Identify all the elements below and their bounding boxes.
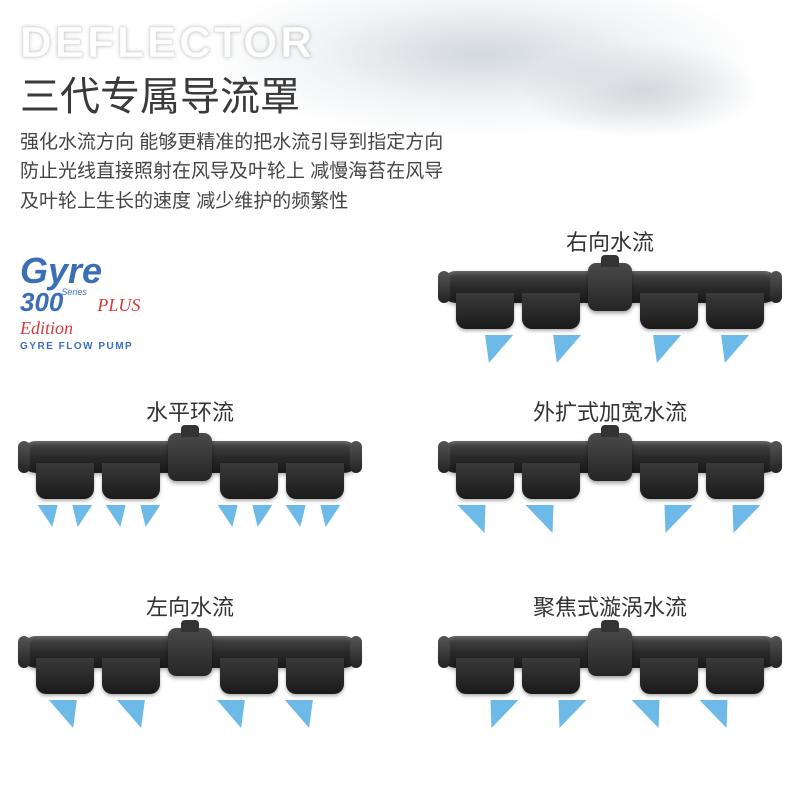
flow-arrow-icon: [543, 335, 581, 363]
title-english: DEFLECTOR: [20, 18, 780, 68]
flow-arrow-icon: [248, 505, 273, 527]
flow-arrow-icon: [316, 505, 341, 527]
pump-device: [20, 628, 360, 696]
flow-arrows: [20, 505, 360, 545]
flow-arrow-icon: [699, 700, 740, 728]
flow-arrow-icon: [475, 335, 513, 363]
deflector: [640, 293, 698, 329]
flow-arrow-icon: [525, 505, 566, 533]
deflector: [220, 658, 278, 694]
flow-arrow-icon: [631, 700, 672, 728]
logo-brand: Gyre: [20, 255, 180, 287]
pump-motor: [588, 628, 632, 676]
flow-arrow-icon: [117, 700, 155, 728]
flow-arrows: [440, 505, 780, 545]
flow-arrow-icon: [711, 335, 749, 363]
deflector: [456, 658, 514, 694]
flow-arrow-icon: [651, 505, 692, 533]
pump-motor: [168, 628, 212, 676]
flow-arrow-icon: [719, 505, 760, 533]
flow-arrow-icon: [457, 505, 498, 533]
desc-line: 强化水流方向 能够更精准的把水流引导到指定方向: [20, 128, 780, 157]
deflector: [706, 658, 764, 694]
flow-arrow-icon: [545, 700, 586, 728]
flow-arrows: [20, 700, 360, 740]
pump-label: 外扩式加宽水流: [440, 395, 780, 427]
deflector: [456, 293, 514, 329]
deflector: [522, 463, 580, 499]
flow-arrow-icon: [106, 505, 131, 527]
flow-arrow-icon: [477, 700, 518, 728]
pump-device: [440, 628, 780, 696]
pump-motor: [588, 263, 632, 311]
header: DEFLECTOR 三代专属导流罩 强化水流方向 能够更精准的把水流引导到指定方…: [0, 0, 800, 216]
flow-arrow-icon: [49, 700, 87, 728]
flow-arrow-icon: [218, 505, 243, 527]
pump-config-wide-flow: 外扩式加宽水流: [440, 395, 780, 501]
flow-arrow-icon: [136, 505, 161, 527]
deflector: [36, 658, 94, 694]
pump-motor: [588, 433, 632, 481]
pump-label: 右向水流: [440, 225, 780, 257]
logo-model: 300: [20, 287, 63, 318]
brand-logo: Gyre 300Series PLUS Edition GYRE FLOW PU…: [20, 255, 180, 352]
flow-arrow-icon: [217, 700, 255, 728]
deflector: [220, 463, 278, 499]
logo-subtitle: GYRE FLOW PUMP: [20, 341, 180, 352]
flow-arrow-icon: [38, 505, 63, 527]
description: 强化水流方向 能够更精准的把水流引导到指定方向 防止光线直接照射在风导及叶轮上 …: [20, 128, 780, 216]
pump-label: 水平环流: [20, 395, 360, 427]
deflector: [706, 463, 764, 499]
pump-config-vortex-flow: 聚焦式漩涡水流: [440, 590, 780, 696]
flow-arrow-icon: [68, 505, 93, 527]
deflector: [522, 658, 580, 694]
desc-line: 防止光线直接照射在风导及叶轮上 减慢海苔在风导: [20, 157, 780, 186]
desc-line: 及叶轮上生长的速度 减少维护的频繁性: [20, 187, 780, 216]
deflector: [456, 463, 514, 499]
pump-motor: [168, 433, 212, 481]
pump-config-left-flow: 左向水流: [20, 590, 360, 696]
pump-label: 聚焦式漩涡水流: [440, 590, 780, 622]
pump-label: 左向水流: [20, 590, 360, 622]
pump-config-horizontal-flow: 水平环流: [20, 395, 360, 501]
flow-arrows: [440, 335, 780, 375]
flow-arrows: [440, 700, 780, 740]
deflector: [640, 658, 698, 694]
deflector: [286, 658, 344, 694]
deflector: [286, 463, 344, 499]
flow-arrow-icon: [643, 335, 681, 363]
title-chinese: 三代专属导流罩: [20, 64, 780, 122]
flow-arrow-icon: [285, 700, 323, 728]
logo-series: Series: [61, 287, 87, 297]
deflector: [36, 463, 94, 499]
deflector: [706, 293, 764, 329]
pump-config-right-flow: 右向水流: [440, 225, 780, 331]
deflector: [102, 658, 160, 694]
deflector: [522, 293, 580, 329]
deflector: [102, 463, 160, 499]
flow-arrow-icon: [286, 505, 311, 527]
pump-device: [440, 263, 780, 331]
deflector: [640, 463, 698, 499]
pump-device: [20, 433, 360, 501]
pump-device: [440, 433, 780, 501]
